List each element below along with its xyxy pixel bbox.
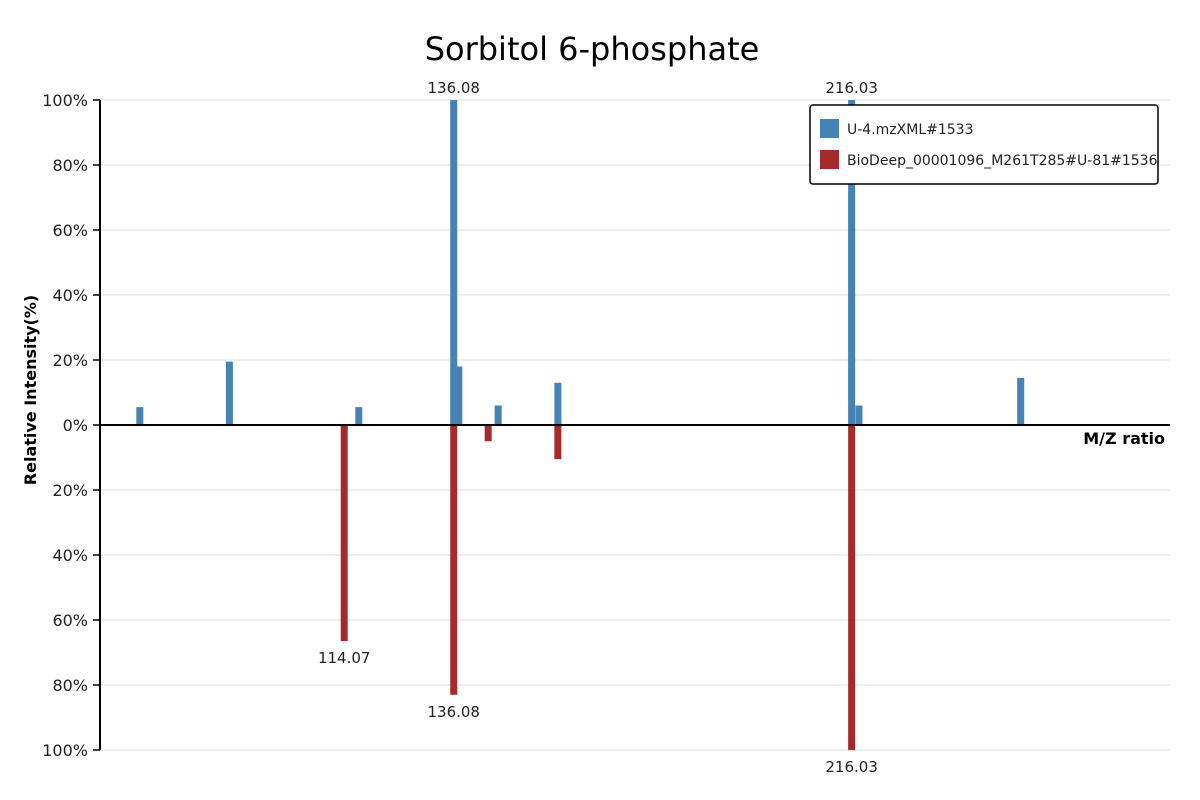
spectrum-peak-bar xyxy=(136,407,144,425)
spectrum-peak-bar xyxy=(554,425,562,460)
y-tick-label: 100% xyxy=(42,91,88,110)
y-tick-labels: 0% 20% 40% 60% 80% 100% 20% 40% 60% 80% 100% xyxy=(42,91,100,760)
spectrum-peak-bar xyxy=(494,405,502,425)
spectrum-peak-bar xyxy=(554,382,562,425)
legend-swatch-series-2 xyxy=(820,150,839,169)
y-tick-label: 60% xyxy=(52,611,88,630)
peak-labels: 136.08 216.03 114.07 136.08 216.03 xyxy=(318,79,878,776)
legend: U-4.mzXML#1533 BioDeep_00001096_M261T285… xyxy=(809,104,1159,185)
spectrum-peak-bar xyxy=(484,425,492,442)
y-tick-label: 80% xyxy=(52,676,88,695)
spectrum-peak-bar xyxy=(455,366,463,425)
y-tick-label: 40% xyxy=(52,546,88,565)
legend-swatch-series-1 xyxy=(820,119,839,138)
spectrum-peak-bar xyxy=(450,425,458,695)
x-axis-title: M/Z ratio xyxy=(1083,429,1165,448)
spectrum-peak-bar xyxy=(450,100,458,425)
legend-label-series-2: BioDeep_00001096_M261T285#U-81#1536 xyxy=(847,153,1158,169)
spectrum-peak-bar xyxy=(355,407,363,425)
spectrum-peak-bar xyxy=(1017,377,1025,425)
spectrum-bars xyxy=(136,100,1025,750)
peak-mz-label: 136.08 xyxy=(427,79,480,97)
y-tick-label: 20% xyxy=(52,351,88,370)
spectrum-peak-bar xyxy=(848,425,856,750)
grid-lines xyxy=(100,99,1170,751)
y-tick-label: 0% xyxy=(63,416,88,435)
y-tick-label: 100% xyxy=(42,741,88,760)
legend-label-series-1: U-4.mzXML#1533 xyxy=(847,122,973,138)
axes xyxy=(99,100,1170,750)
spectrum-peak-bar xyxy=(855,405,863,425)
peak-mz-label: 114.07 xyxy=(318,649,371,667)
y-tick-label: 80% xyxy=(52,156,88,175)
y-tick-label: 60% xyxy=(52,221,88,240)
chart-title: Sorbitol 6-phosphate xyxy=(425,30,760,68)
y-axis-title: Relative Intensity(%) xyxy=(21,295,40,485)
spectrum-peak-bar xyxy=(340,425,348,642)
y-tick-label: 40% xyxy=(52,286,88,305)
legend-box xyxy=(809,104,1159,185)
peak-mz-label: 216.03 xyxy=(825,79,878,97)
peak-mz-label: 136.08 xyxy=(427,703,480,721)
y-tick-label: 20% xyxy=(52,481,88,500)
peak-mz-label: 216.03 xyxy=(825,758,878,776)
spectrum-peak-bar xyxy=(225,361,233,425)
spectrum-peak-bar xyxy=(848,100,856,425)
